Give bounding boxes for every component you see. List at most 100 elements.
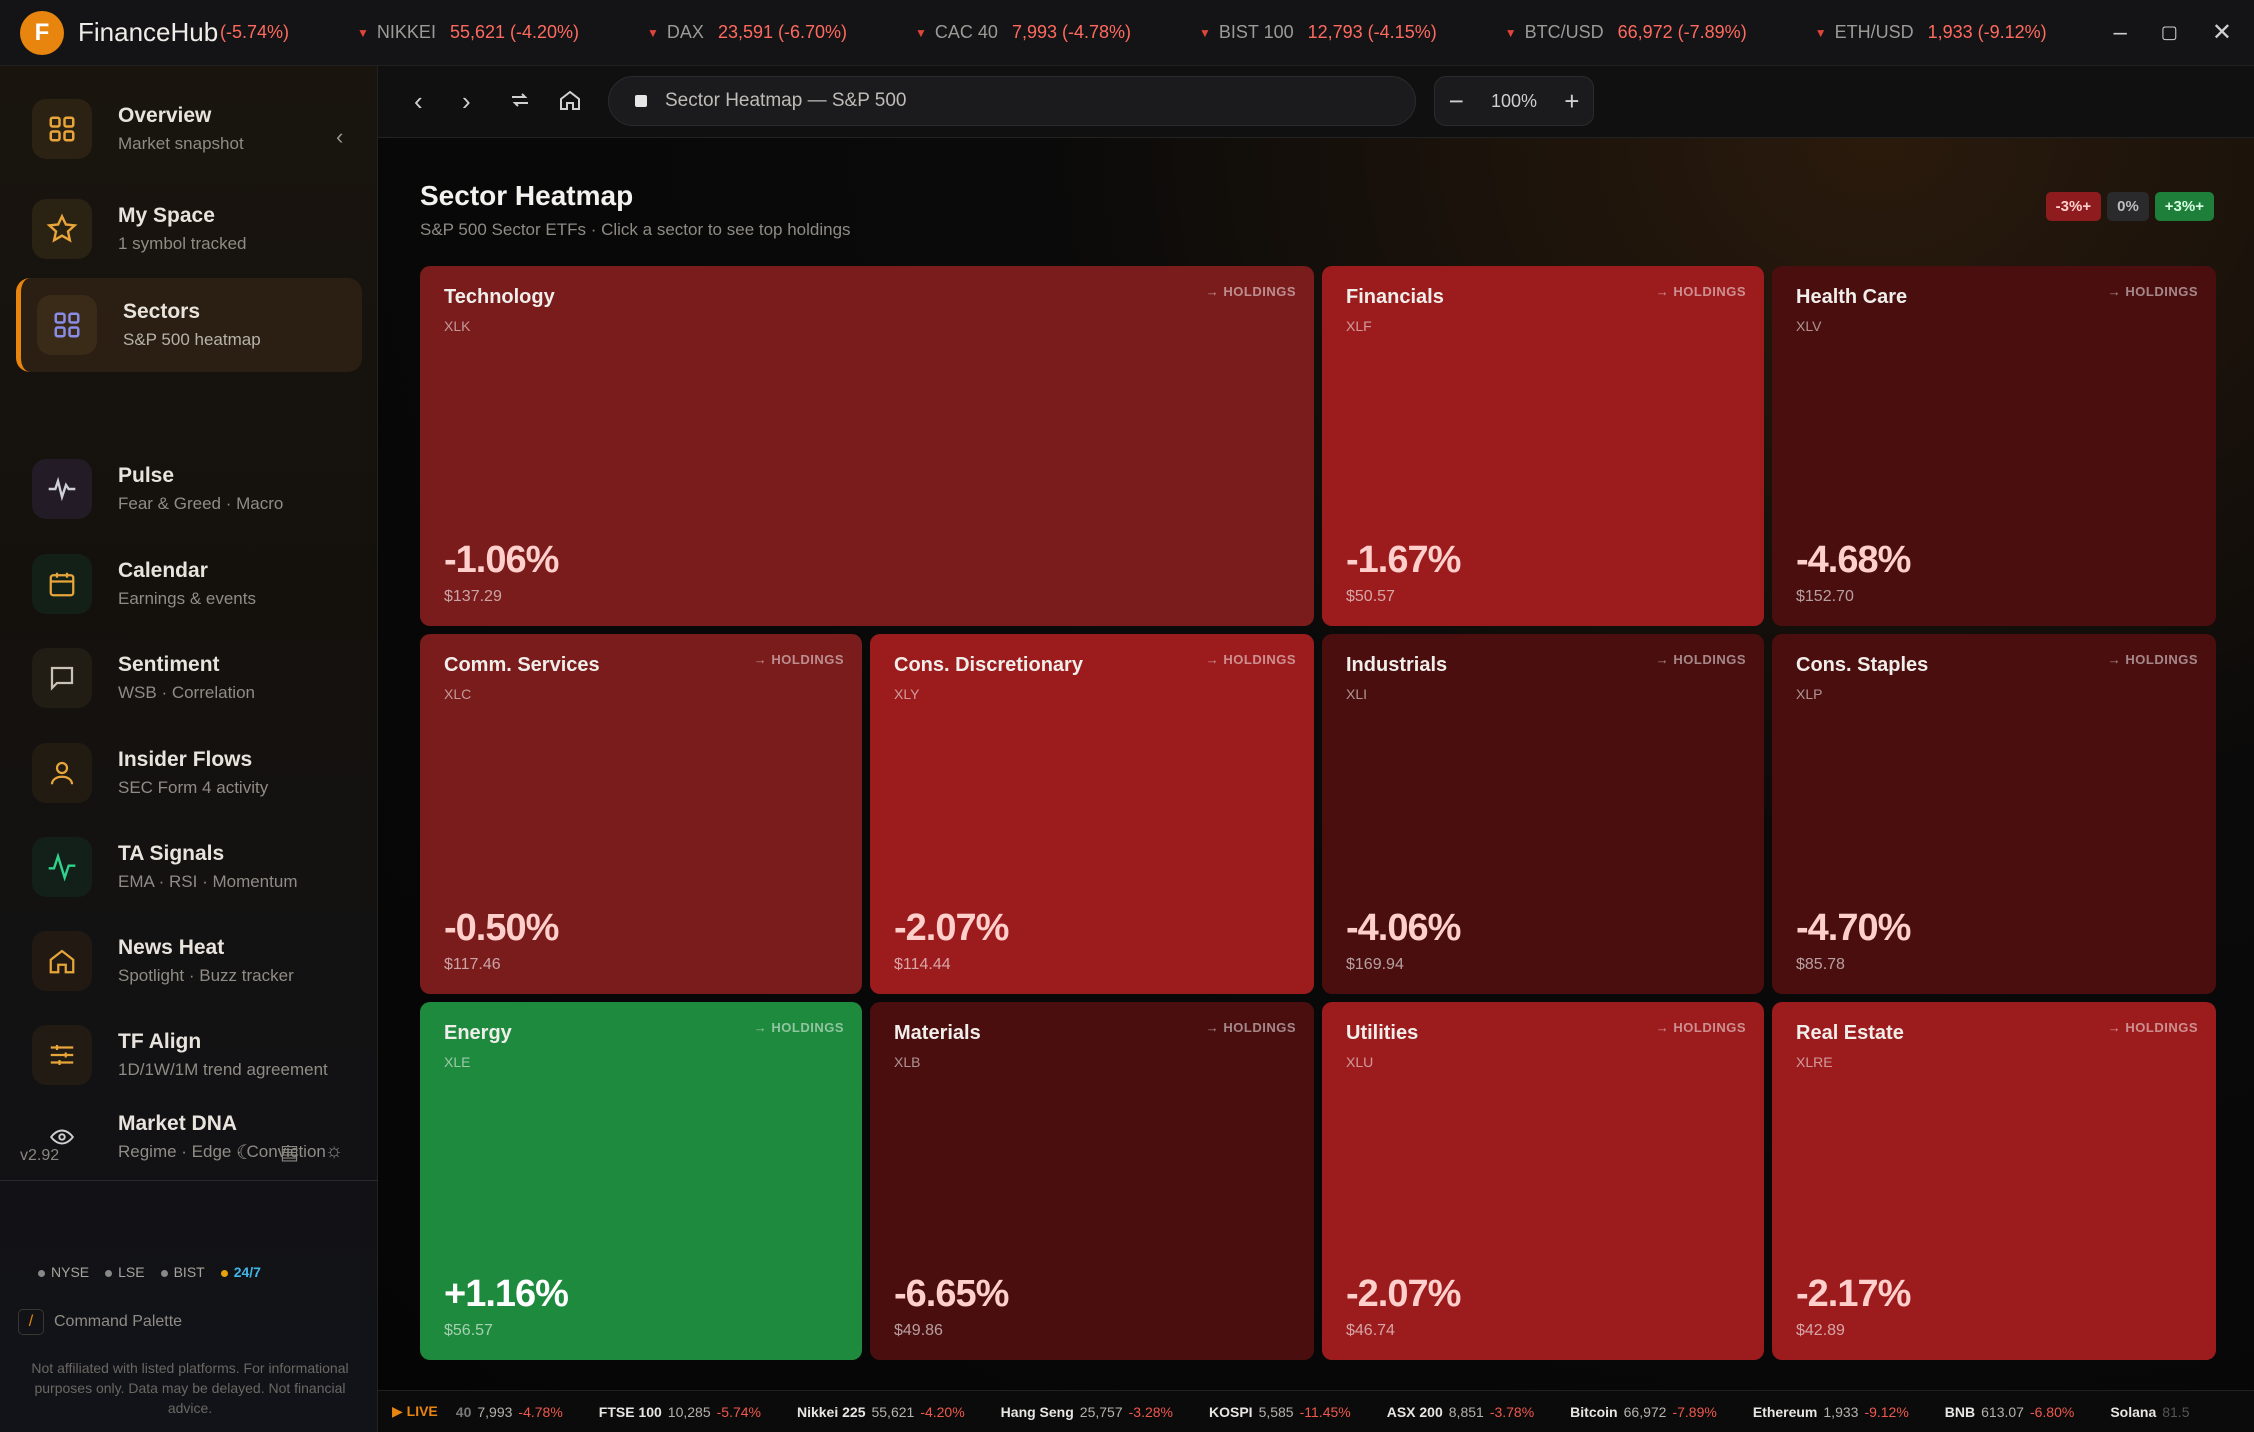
sector-price: $42.89 — [1796, 1322, 1845, 1339]
sector-tile-energy[interactable]: Energy XLE → HOLDINGS +1.16% $56.57 — [420, 1002, 862, 1360]
ticker-item[interactable]: Solana 81.5 — [2110, 1403, 2190, 1420]
holdings-link[interactable]: → HOLDINGS — [1205, 284, 1296, 299]
minimize-icon[interactable]: – — [2113, 18, 2127, 46]
holdings-link[interactable]: → HOLDINGS — [1655, 652, 1746, 667]
grid-icon — [37, 295, 97, 355]
ticker-item[interactable]: Ethereum 1,933 -9.12% — [1752, 1403, 1909, 1420]
sidebar-item-pulse[interactable]: Pulse Fear & Greed · Macro — [16, 442, 362, 536]
sidebar: ‹ Overview Market snapshot My Space 1 symb… — [0, 66, 378, 1432]
holdings-link[interactable]: → HOLDINGS — [753, 1020, 844, 1035]
sidebar-item-my-space[interactable]: My Space 1 symbol tracked — [16, 182, 362, 276]
slash-key-icon: / — [18, 1309, 44, 1335]
ticker-item[interactable]: ▼ BTC/USD 66,972 (-7.89%) — [1505, 22, 1747, 43]
forward-icon[interactable]: › — [462, 86, 471, 116]
ticker-item[interactable]: Nikkei 225 55,621 -4.20% — [796, 1403, 965, 1420]
holdings-link[interactable]: → HOLDINGS — [1205, 652, 1296, 667]
sector-tile-utilities[interactable]: Utilities XLU → HOLDINGS -2.07% $46.74 — [1322, 1002, 1764, 1360]
holdings-link[interactable]: → HOLDINGS — [1205, 1020, 1296, 1035]
notes-icon[interactable]: ▤ — [279, 1142, 299, 1164]
ticker-item[interactable]: Bitcoin 66,972 -7.89% — [1570, 1403, 1717, 1420]
ticker-item[interactable]: ▼ DAX 23,591 (-6.70%) — [647, 22, 847, 43]
sidebar-item-sub: Market snapshot — [118, 134, 244, 153]
sidebar-item-ta-signals[interactable]: TA Signals EMA · RSI · Momentum — [16, 820, 362, 914]
sector-tile-real-estate[interactable]: Real Estate XLRE → HOLDINGS -2.17% $42.8… — [1772, 1002, 2216, 1360]
sector-change: -4.06% — [1346, 907, 1461, 949]
sector-change: +1.16% — [444, 1273, 569, 1315]
home-icon[interactable] — [558, 88, 582, 119]
sidebar-item-sub: Fear & Greed · Macro — [118, 494, 284, 513]
sidebar-item-sectors[interactable]: Sectors S&P 500 heatmap — [16, 278, 362, 372]
sidebar-item-sentiment[interactable]: Sentiment WSB · Correlation — [16, 631, 362, 725]
holdings-link[interactable]: → HOLDINGS — [2107, 1020, 2198, 1035]
command-palette-button[interactable]: / Command Palette — [18, 1309, 182, 1335]
back-icon[interactable]: ‹ — [414, 86, 423, 116]
sidebar-item-news-heat[interactable]: News Heat Spotlight · Buzz tracker — [16, 914, 362, 1008]
ticker-value: 55,621 (-4.20%) — [449, 22, 580, 42]
pulse-icon — [32, 459, 92, 519]
ticker-item[interactable]: FTSE 100 10,285 -5.74% — [598, 1403, 761, 1420]
sector-name: Industrials — [1346, 654, 1448, 676]
calendar-icon — [32, 554, 92, 614]
holdings-link[interactable]: → HOLDINGS — [2107, 284, 2198, 299]
ticker-item[interactable]: ▼ BIST 100 12,793 (-4.15%) — [1199, 22, 1437, 43]
ticker-item[interactable]: BNB 613.07 -6.80% — [1944, 1403, 2075, 1420]
sector-tile-cons-discretionary[interactable]: Cons. Discretionary XLY → HOLDINGS -2.07… — [870, 634, 1314, 994]
down-arrow-icon: ▼ — [1199, 25, 1211, 40]
close-icon[interactable]: ✕ — [2211, 19, 2232, 46]
address-bar[interactable]: Sector Heatmap — S&P 500 — [608, 76, 1416, 126]
sector-tile-industrials[interactable]: Industrials XLI → HOLDINGS -4.06% $169.9… — [1322, 634, 1764, 994]
ticker-symbol: BIST 100 — [1218, 22, 1294, 42]
zoom-out-button[interactable]: − — [1448, 85, 1464, 116]
holdings-link[interactable]: → HOLDINGS — [753, 652, 844, 667]
brand[interactable]: F FinanceHub — [0, 10, 220, 55]
sector-symbol: XLU — [1346, 1054, 1374, 1070]
refresh-icon[interactable] — [508, 88, 532, 119]
sector-tile-materials[interactable]: Materials XLB → HOLDINGS -6.65% $49.86 — [870, 1002, 1314, 1360]
ticker-item[interactable]: ▼ NIKKEI 55,621 (-4.20%) — [357, 22, 579, 43]
ticker-item[interactable]: 40 7,993 -4.78% — [455, 1403, 563, 1420]
sector-price: $137.29 — [444, 588, 502, 605]
color-legend: -3%+ 0% +3%+ — [2045, 192, 2214, 221]
sidebar-item-market-dna[interactable]: Market DNA Regime · Edge · Conviction — [16, 1102, 362, 1172]
sidebar-item-sub: EMA · RSI · Momentum — [118, 872, 298, 891]
sector-symbol: XLP — [1796, 686, 1823, 702]
sector-tile-technology[interactable]: Technology XLK → HOLDINGS -1.06% $137.29 — [420, 266, 1314, 626]
holdings-link[interactable]: → HOLDINGS — [1655, 284, 1746, 299]
sector-price: $46.74 — [1346, 1322, 1395, 1339]
sector-price: $85.78 — [1796, 956, 1845, 973]
ticker-item[interactable]: ▼ CAC 40 7,993 (-4.78%) — [915, 22, 1131, 43]
ticker-item[interactable]: ASX 200 8,851 -3.78% — [1386, 1403, 1535, 1420]
holdings-link[interactable]: → HOLDINGS — [1655, 1020, 1746, 1035]
sector-tile-cons-staples[interactable]: Cons. Staples XLP → HOLDINGS -4.70% $85.… — [1772, 634, 2216, 994]
sector-name: Health Care — [1796, 286, 1908, 308]
sector-change: -2.07% — [894, 907, 1009, 949]
ticker-symbol: NIKKEI — [376, 22, 436, 42]
sidebar-item-sub: Regime · Edge · Conviction — [118, 1142, 326, 1161]
sector-symbol: XLRE — [1796, 1054, 1833, 1070]
ticker-value: 12,793 (-4.15%) — [1307, 22, 1437, 42]
sector-tile-financials[interactable]: Financials XLF → HOLDINGS -1.67% $50.57 — [1322, 266, 1764, 626]
sector-price: $49.86 — [894, 1322, 943, 1339]
sun-icon[interactable]: ☼ — [324, 1140, 344, 1162]
sidebar-item-overview[interactable]: Overview Market snapshot — [16, 82, 362, 176]
collapse-sidebar-icon[interactable]: ‹ — [336, 124, 344, 149]
sector-tile-comm-services[interactable]: Comm. Services XLC → HOLDINGS -0.50% $11… — [420, 634, 862, 994]
sidebar-item-insider-flows[interactable]: Insider Flows SEC Form 4 activity — [16, 726, 362, 820]
ticker-value: 23,591 (-6.70%) — [717, 22, 848, 42]
sidebar-footer-icons: ☾ ▤ ☼ — [236, 1140, 343, 1165]
moon-icon[interactable]: ☾ — [236, 1142, 254, 1164]
command-palette-label: Command Palette — [54, 1313, 183, 1330]
chat-bubble-icon — [32, 648, 92, 708]
zoom-in-button[interactable]: + — [1564, 85, 1580, 116]
sector-tile-health-care[interactable]: Health Care XLV → HOLDINGS -4.68% $152.7… — [1772, 266, 2216, 626]
ticker-item[interactable]: KOSPI 5,585 -11.45% — [1208, 1403, 1351, 1420]
sidebar-item-calendar[interactable]: Calendar Earnings & events — [16, 537, 362, 631]
sidebar-item-tf-align[interactable]: TF Align 1D/1W/1M trend agreement — [16, 1008, 362, 1102]
sector-name: Energy — [444, 1022, 512, 1044]
ticker-item[interactable]: ▼ ETH/USD 1,933 (-9.12%) — [1815, 22, 2047, 43]
ticker-item[interactable]: Hang Seng 25,757 -3.28% — [1000, 1403, 1173, 1420]
holdings-link[interactable]: → HOLDINGS — [2107, 652, 2198, 667]
sector-change: -2.07% — [1346, 1273, 1461, 1315]
maximize-icon[interactable]: ▢ — [2160, 22, 2178, 42]
